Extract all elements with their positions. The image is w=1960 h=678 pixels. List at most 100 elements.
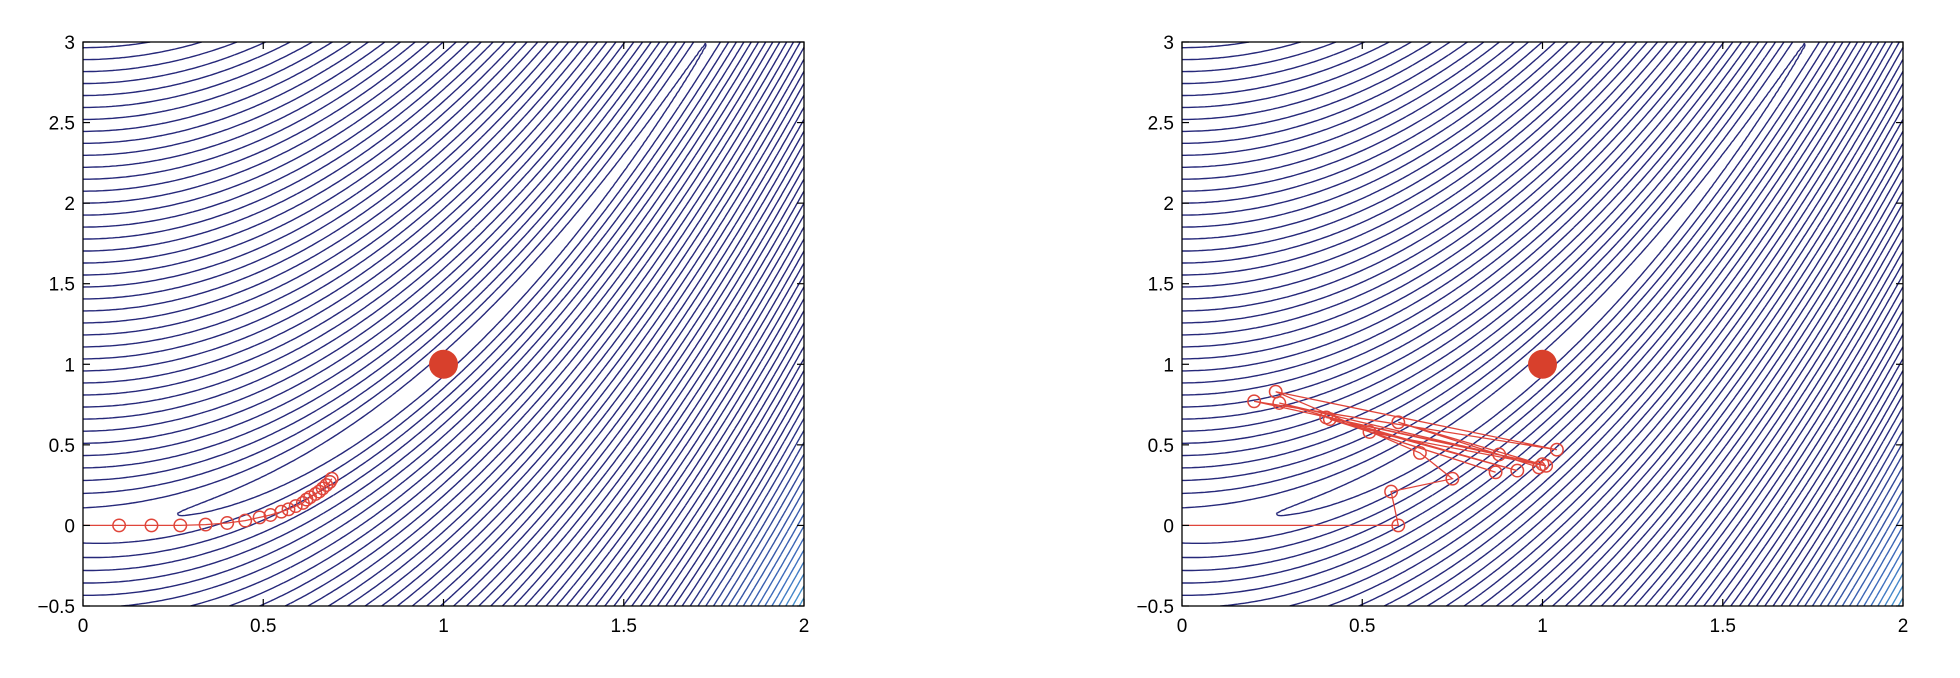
trajectory-point <box>238 513 253 528</box>
trajectory-point <box>1445 471 1460 486</box>
contour-line <box>83 42 804 606</box>
trajectory-point <box>1272 396 1287 410</box>
contour-line <box>1780 406 1903 606</box>
contour-line <box>83 42 804 606</box>
contour-line <box>735 489 804 606</box>
contour-line <box>83 42 804 606</box>
contour-line <box>1182 42 1903 606</box>
trajectory-line <box>1182 391 1558 527</box>
contour-line <box>1870 549 1903 606</box>
x-tick-label: 1.5 <box>1710 616 1736 637</box>
contour-line <box>1884 573 1903 606</box>
y-tick-label: 3 <box>1163 33 1174 54</box>
contour-line <box>83 42 804 606</box>
contour-line <box>656 370 804 606</box>
contour-line <box>83 42 804 606</box>
trajectory-point <box>322 474 337 489</box>
trajectory-point <box>1412 445 1427 460</box>
trajectory-point <box>1510 463 1525 478</box>
contour-line <box>1182 42 1903 606</box>
contour-line <box>83 42 804 606</box>
contour-line <box>791 585 804 606</box>
trajectory-point <box>1492 447 1507 462</box>
trajectory-point <box>1247 394 1262 409</box>
x-tick-label: 2 <box>799 616 810 637</box>
contour-lines <box>83 42 804 606</box>
optimum-marker-group <box>1528 349 1557 379</box>
contour-line <box>1788 418 1903 606</box>
contour-line <box>1182 42 1903 606</box>
contour-line <box>83 42 804 606</box>
contour-line <box>705 441 804 606</box>
contour-line <box>778 561 804 606</box>
contour-line <box>1182 42 1903 606</box>
y-tick-label: 2 <box>64 194 75 215</box>
contour-line <box>1182 42 1903 606</box>
contour-line <box>83 42 804 606</box>
tick-labels: 0 0.5 1 1.5 2−0.500.511.522.53 <box>1136 33 1908 637</box>
contour-line <box>1827 477 1903 606</box>
contour-line <box>764 537 804 606</box>
contour-line <box>83 42 804 606</box>
y-tick-label: 0.5 <box>1148 436 1174 457</box>
optimum-marker <box>429 349 458 379</box>
contour-line <box>1863 537 1903 606</box>
contour-line <box>1182 42 1837 572</box>
contour-line <box>1804 441 1903 606</box>
contour-line <box>1834 489 1903 606</box>
y-tick-label: 0 <box>1163 516 1174 537</box>
y-tick-label: 3 <box>64 33 75 54</box>
trajectory-point <box>1384 484 1399 499</box>
y-tick-label: 1 <box>64 355 75 376</box>
contour-line <box>1182 42 1903 606</box>
contour-line <box>1182 42 1903 606</box>
contour-line <box>1182 42 1903 606</box>
contour-line <box>1182 42 1903 606</box>
trajectory-point <box>1322 412 1337 427</box>
contour-lines <box>1182 42 1903 606</box>
contour-line <box>1182 42 1903 606</box>
trajectory-point <box>220 516 235 530</box>
contour-line <box>689 418 804 606</box>
trajectory-point <box>112 518 127 533</box>
contour-line <box>176 42 707 517</box>
trajectory-point <box>144 518 159 533</box>
contour-line <box>1182 42 1903 606</box>
contour-line <box>1182 42 1903 606</box>
axes <box>82 41 805 607</box>
optimum-marker-group <box>429 349 458 379</box>
y-tick-label: −0.5 <box>1136 597 1174 618</box>
contour-line <box>1811 453 1903 606</box>
contour-line <box>1182 42 1903 606</box>
left-chart-panel: 0 0.5 1 1.5 2−0.500.511.522.53 <box>37 33 809 637</box>
contour-line <box>83 42 804 606</box>
contour-line <box>1182 42 1820 544</box>
tick-labels: 0 0.5 1 1.5 2−0.500.511.522.53 <box>37 33 809 637</box>
contour-line <box>1182 42 1903 606</box>
trajectory-point <box>1362 425 1377 439</box>
contour-line <box>1182 42 1903 606</box>
contour-line <box>681 406 804 606</box>
contour-line <box>1182 42 1903 606</box>
contour-line <box>83 42 804 606</box>
trajectory-point <box>1391 415 1406 430</box>
contour-line <box>1182 42 1894 606</box>
contour-line <box>1182 42 1903 606</box>
x-tick-label: 1 <box>1537 616 1548 637</box>
contour-line <box>83 42 804 606</box>
contour-line <box>83 42 752 596</box>
trajectory-point <box>1539 458 1554 473</box>
optimization-path <box>83 471 339 533</box>
axes-box <box>1181 41 1904 607</box>
axes-box <box>82 41 805 607</box>
contour-line <box>83 42 738 572</box>
x-tick-label: 1.5 <box>611 616 637 637</box>
y-tick-label: 1 <box>1163 355 1174 376</box>
contour-line <box>728 477 804 606</box>
y-tick-label: 2.5 <box>49 114 75 135</box>
optimization-path <box>1182 384 1564 533</box>
contour-line <box>1182 42 1903 606</box>
contour-line <box>742 501 804 606</box>
x-tick-label: 1 <box>438 616 449 637</box>
trajectory-point <box>281 502 296 517</box>
